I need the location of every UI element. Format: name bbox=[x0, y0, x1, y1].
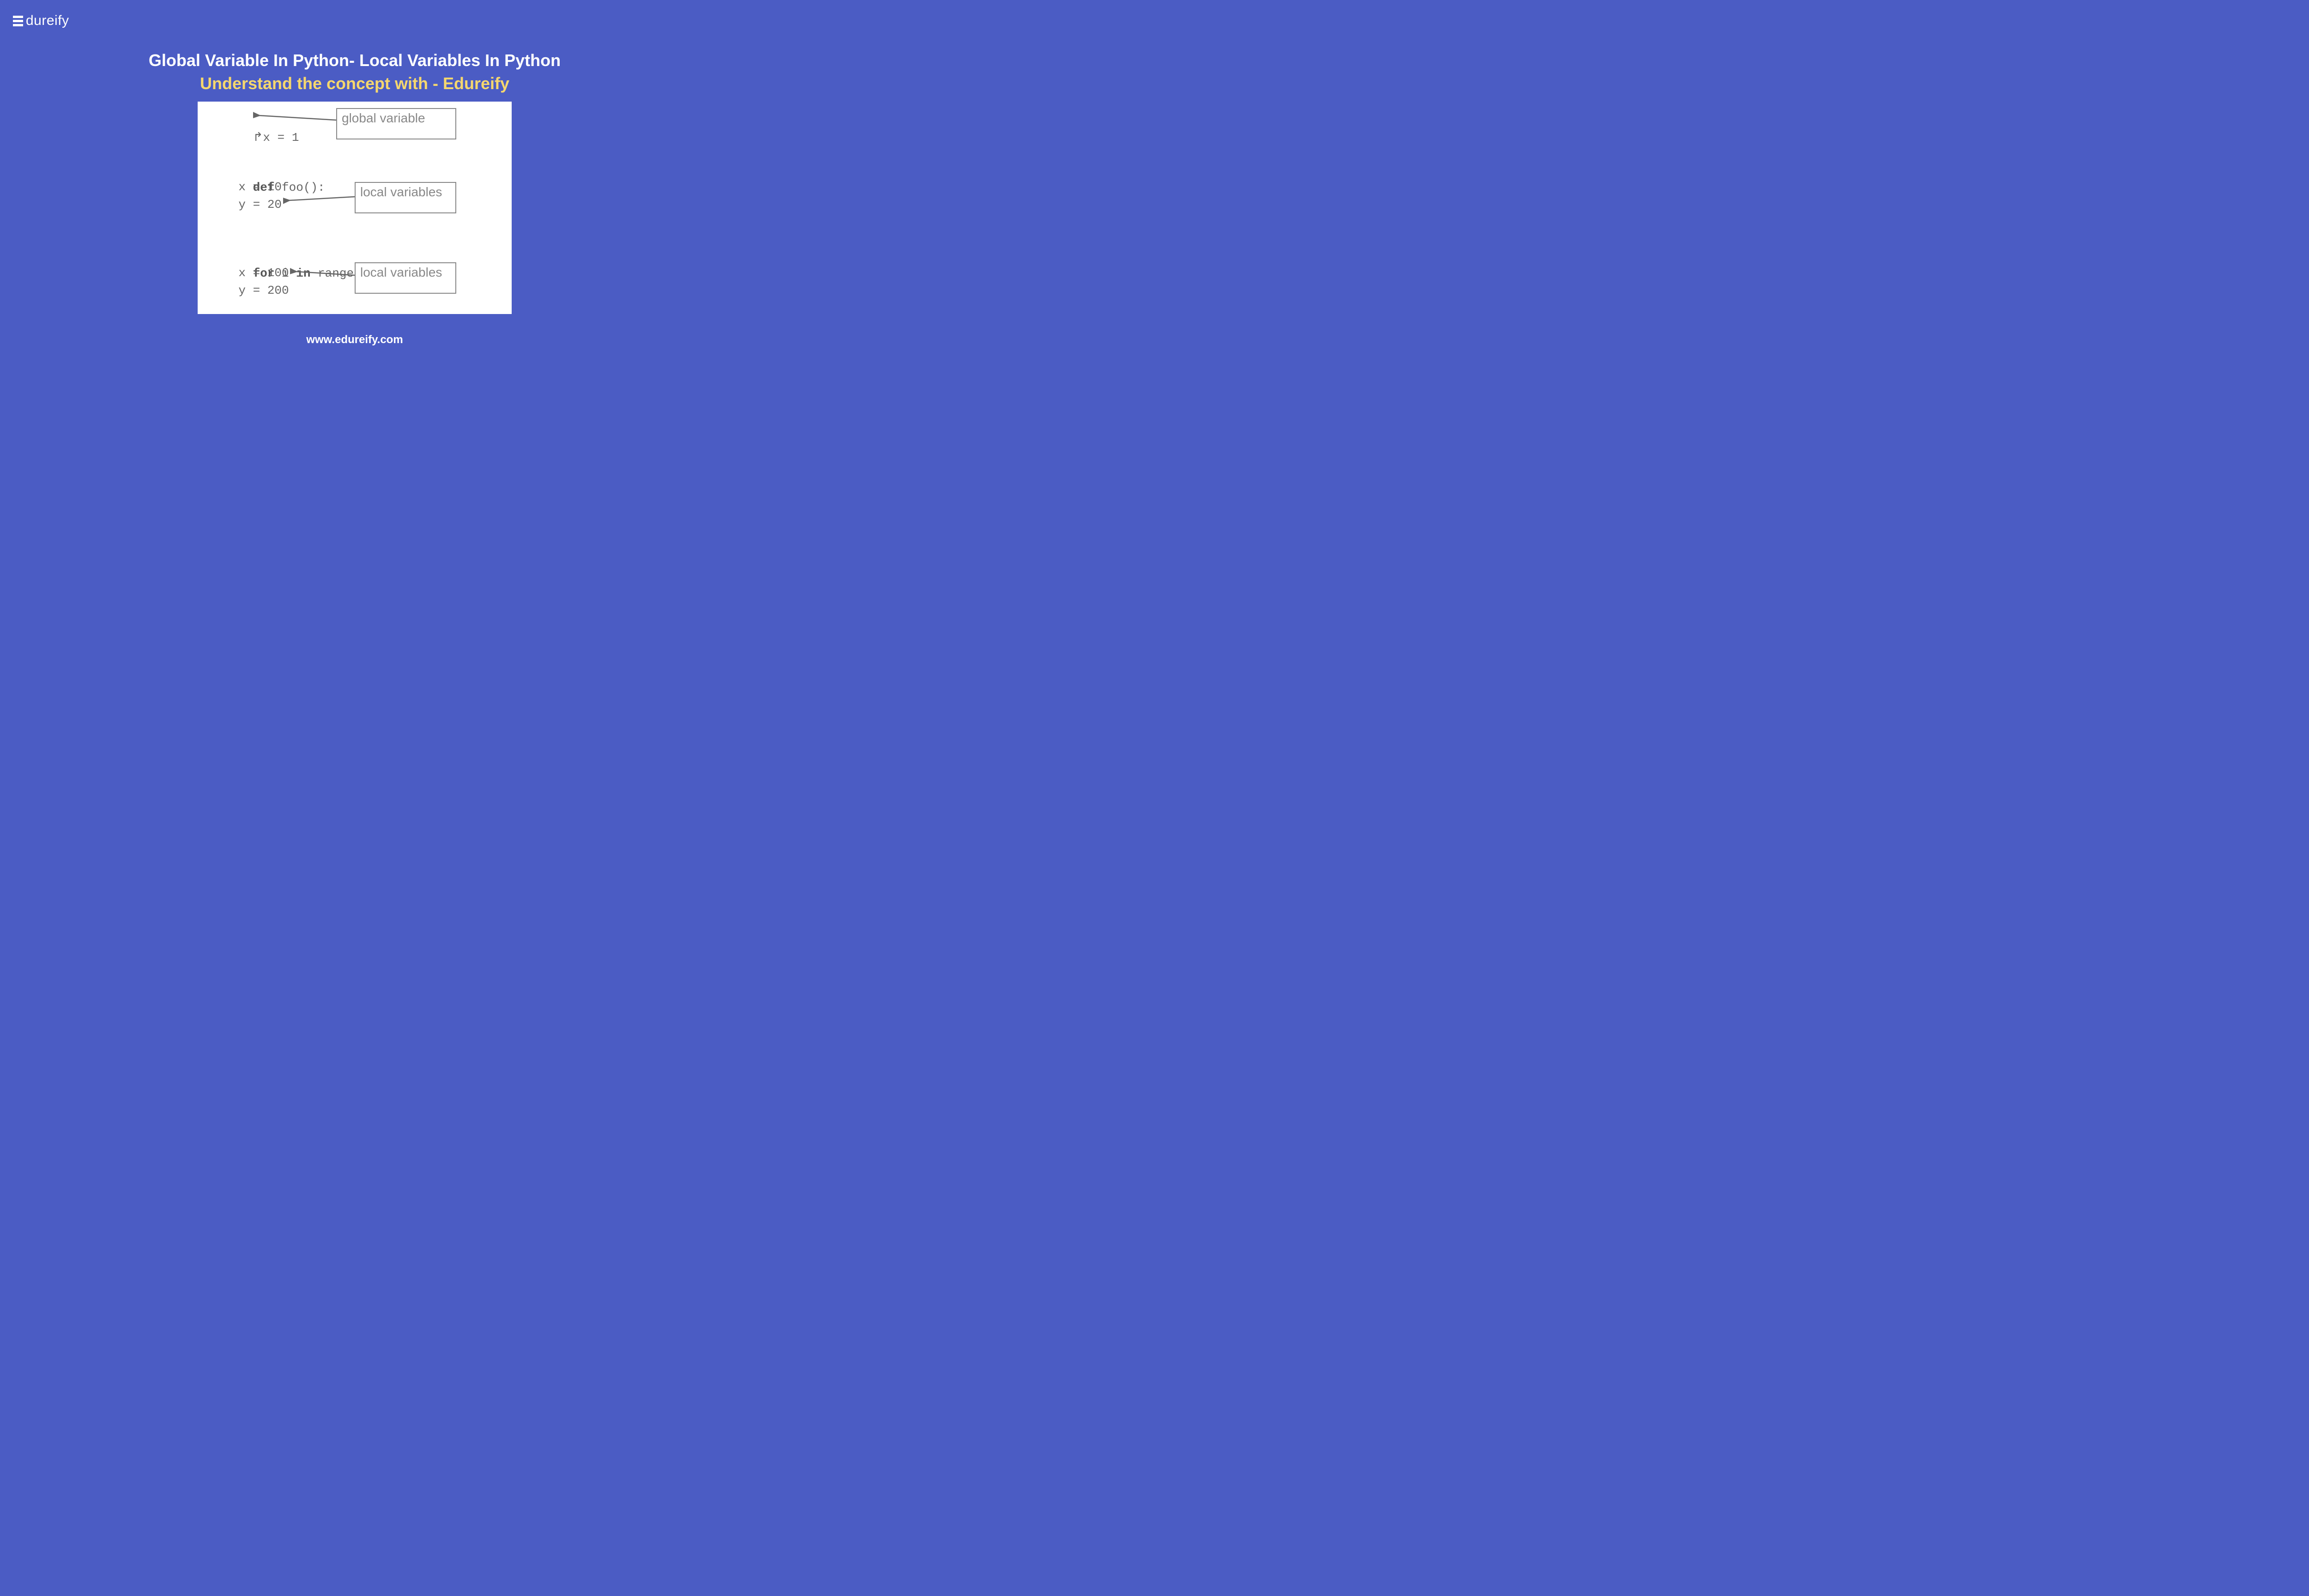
cursor-icon: ↱ bbox=[253, 130, 263, 144]
footer-url: www.edureify.com bbox=[0, 333, 709, 346]
code-panel: ↱x = 1 def foo(): x = 10 y = 20 for i in… bbox=[198, 102, 512, 314]
brand-name: dureify bbox=[26, 13, 69, 29]
code-line-7: y = 200 bbox=[210, 282, 289, 300]
page-title: Global Variable In Python- Local Variabl… bbox=[0, 51, 709, 70]
brand-logo: dureify bbox=[13, 13, 69, 29]
label-box-local-2: local variables bbox=[355, 262, 456, 294]
label-box-local-1: local variables bbox=[355, 182, 456, 213]
label-box-global: global variable bbox=[336, 108, 456, 139]
code-area: ↱x = 1 def foo(): x = 10 y = 20 for i in… bbox=[207, 110, 502, 306]
code-line-6: x = 100 bbox=[210, 264, 289, 282]
arrow-icon bbox=[290, 265, 359, 284]
code-line-3: x = 10 bbox=[210, 178, 282, 196]
page-subtitle: Understand the concept with - Edureify bbox=[0, 74, 709, 93]
code-text: x = 1 bbox=[263, 131, 299, 145]
arrow-icon bbox=[253, 110, 341, 128]
arrow-icon bbox=[283, 184, 359, 207]
code-line-4: y = 20 bbox=[210, 196, 282, 214]
menu-bars-icon bbox=[13, 16, 23, 26]
